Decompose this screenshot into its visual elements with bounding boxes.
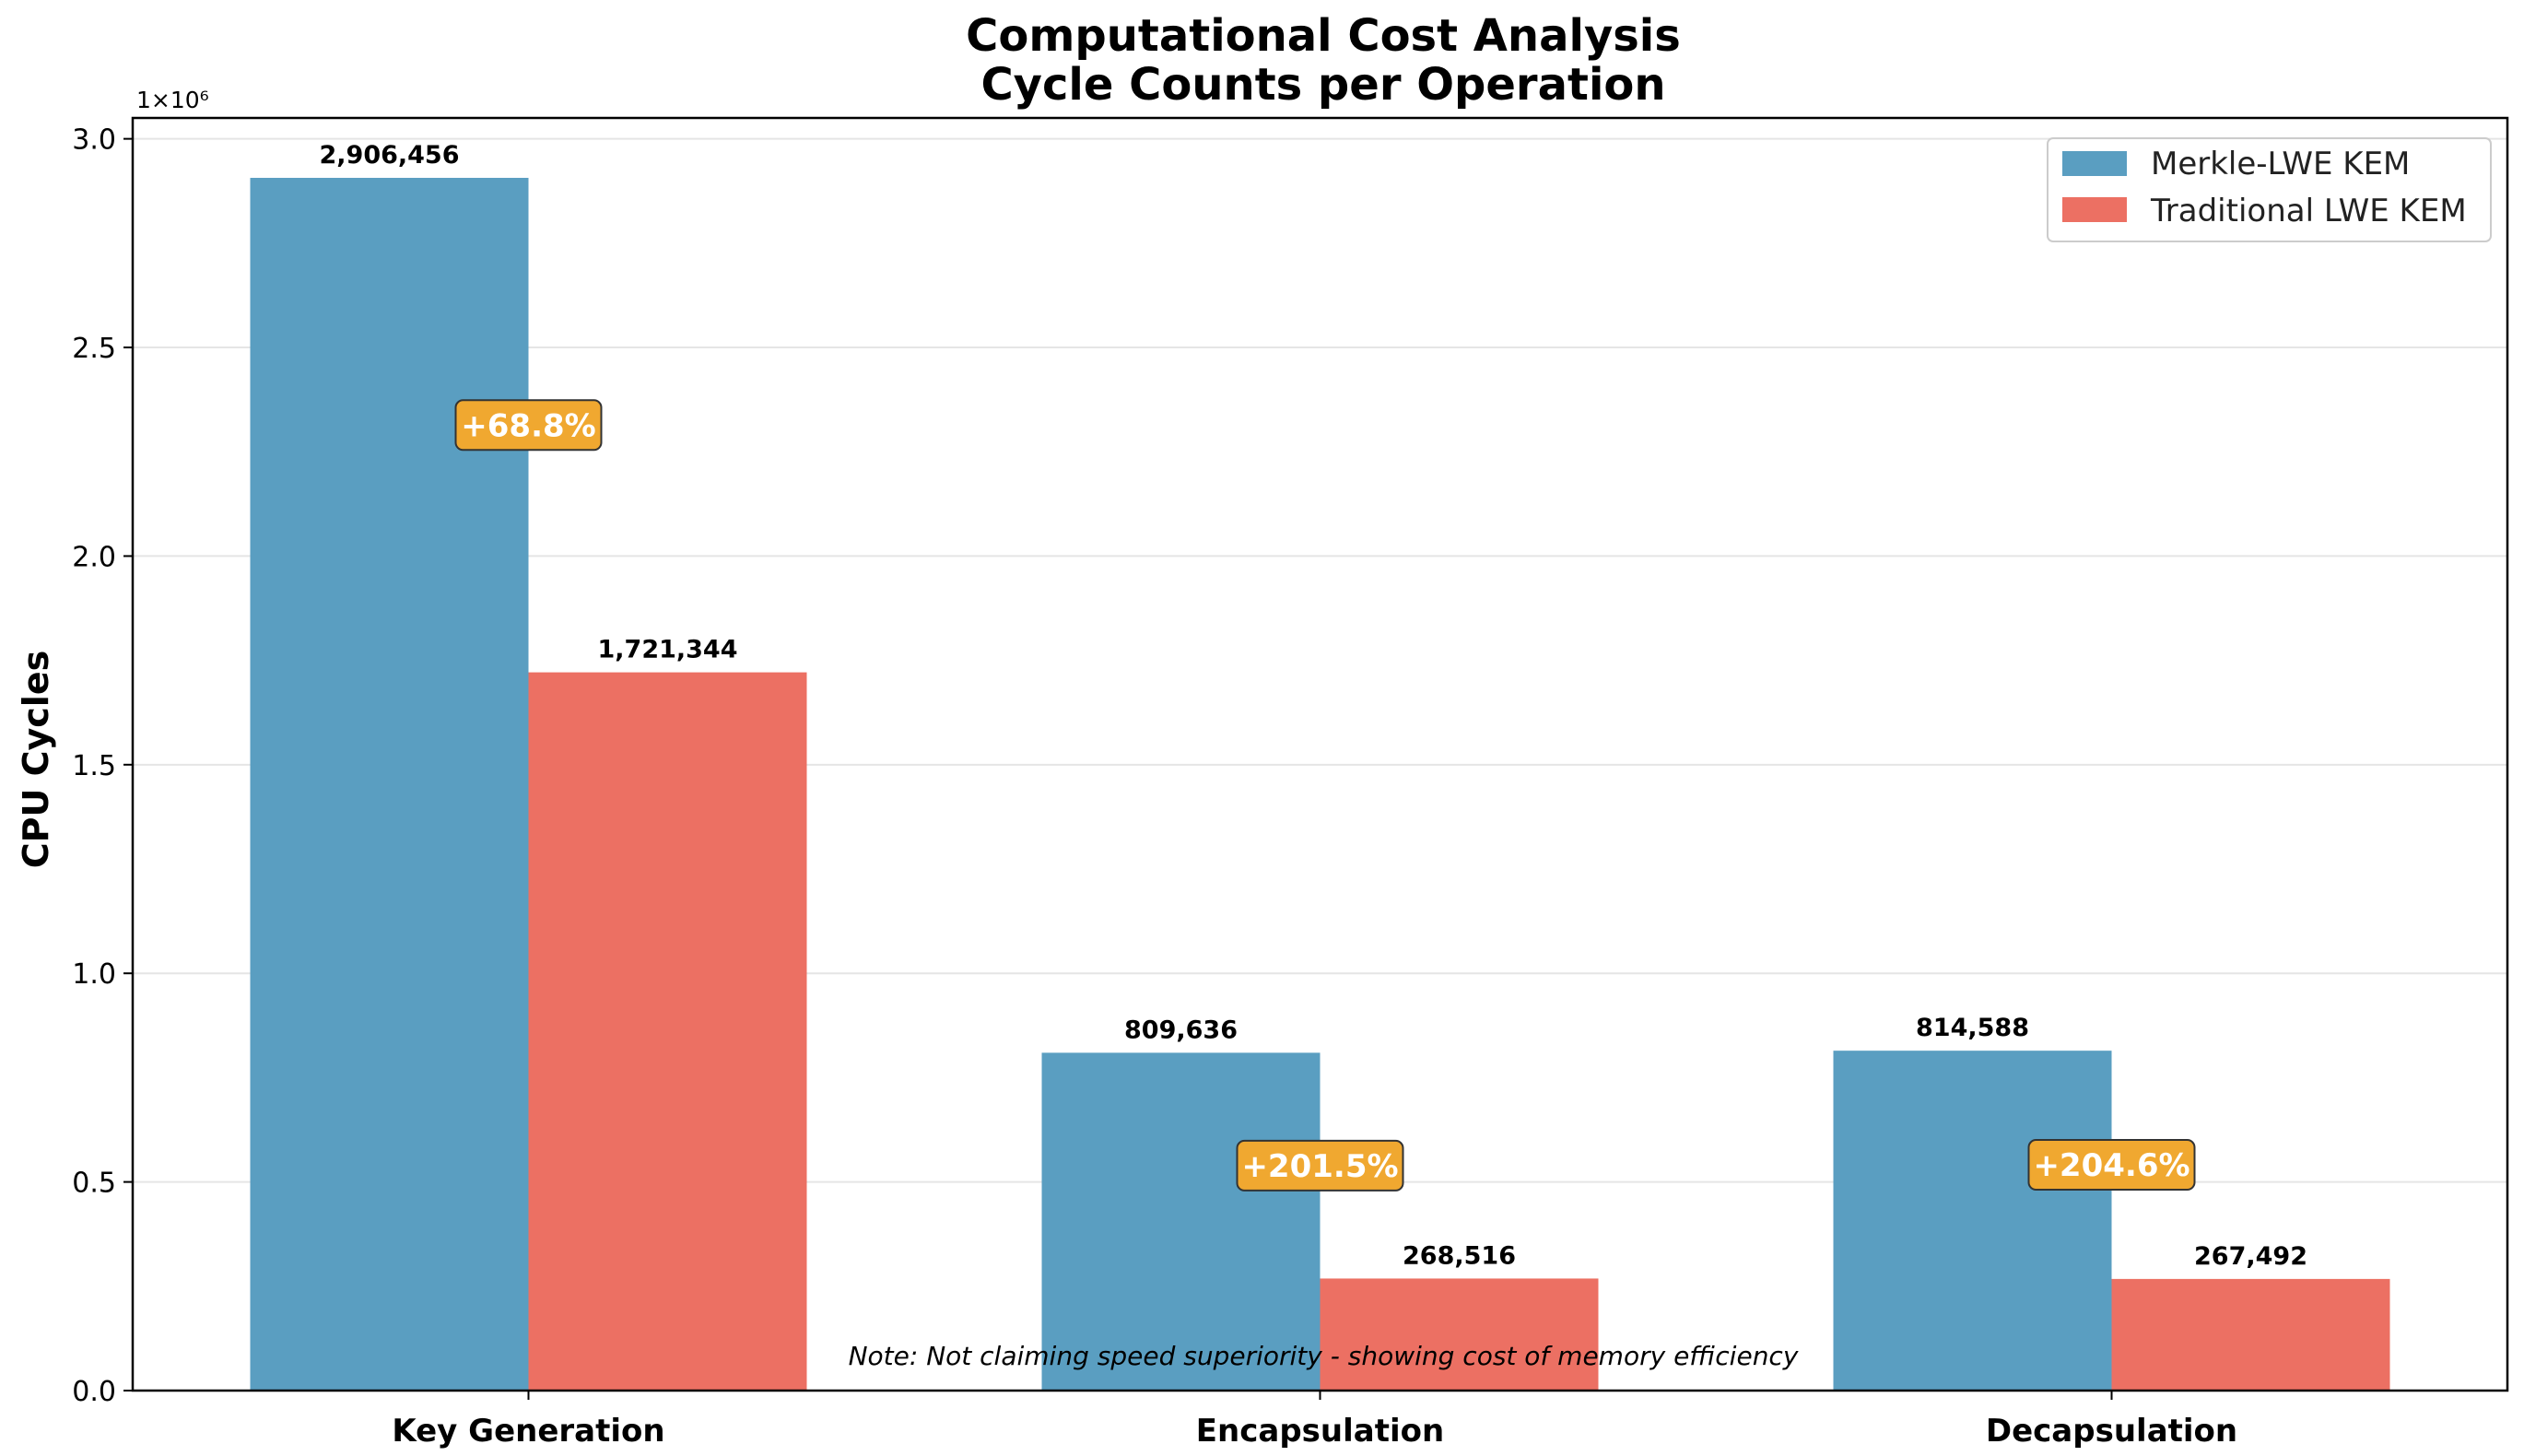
percent-annotations: +68.8% +201.5% +204.6% <box>454 399 2196 1192</box>
percent-label: +204.6% <box>2033 1147 2189 1184</box>
percent-badge <box>1236 1139 1404 1192</box>
x-tick-label: Encapsulation <box>1196 1413 1444 1450</box>
plot-frame <box>131 116 2509 1392</box>
bar-value-label: 267,492 <box>2194 1242 2307 1271</box>
legend: Merkle-LWE KEM Traditional LWE KEM <box>2047 137 2492 242</box>
bar-value-label: 1,721,344 <box>597 636 737 664</box>
y-tick-label: 1.0 <box>72 958 116 991</box>
bar-merkle <box>1833 1051 2112 1391</box>
percent-label: +201.5% <box>1241 1148 1398 1185</box>
x-tick-label: Decapsulation <box>1986 1413 2237 1450</box>
percent-badge <box>454 399 603 452</box>
bar-value-label: 2,906,456 <box>319 141 459 170</box>
bar-traditional <box>1320 1278 1599 1391</box>
y-tick-label: 0.5 <box>72 1168 116 1200</box>
bar-value-label: 809,636 <box>1124 1016 1238 1044</box>
legend-label-traditional: Traditional LWE KEM <box>2150 193 2467 229</box>
bar-traditional <box>528 672 807 1391</box>
y-tick-label: 2.0 <box>72 541 116 573</box>
percent-badge <box>2027 1139 2196 1192</box>
value-labels: 2,906,456 1,721,344 809,636 268,516 814,588 2… <box>319 141 2307 1271</box>
y-tick-label: 0.0 <box>72 1376 116 1408</box>
y-axis-multiplier: 1×10⁶ <box>136 87 209 113</box>
legend-swatch-merkle <box>2062 151 2127 176</box>
bar-value-label: 814,588 <box>1916 1014 2029 1042</box>
bar-traditional <box>2111 1278 2390 1391</box>
percent-label: +68.8% <box>461 407 595 444</box>
chart-title: Computational Cost Analysis <box>966 10 1681 62</box>
y-tick-label: 3.0 <box>72 124 116 157</box>
y-axis-label: CPU Cycles <box>16 651 56 868</box>
bar-value-label: 268,516 <box>1403 1241 1516 1270</box>
axes: 0.0 0.5 1.0 1.5 2.0 2.5 3.0 Key Generation Encap… <box>72 116 2509 1450</box>
y-tick-label: 2.5 <box>72 333 116 365</box>
note-annotation: Note: Not claiming speed superiority - s… <box>849 1341 1799 1371</box>
bars <box>250 177 2390 1391</box>
y-tick-label: 1.5 <box>72 750 116 782</box>
bar-merkle <box>1041 1052 1321 1391</box>
legend-swatch-traditional <box>2062 197 2127 222</box>
chart-subtitle: Cycle Counts per Operation <box>980 59 1665 111</box>
x-tick-label: Key Generation <box>392 1413 664 1450</box>
legend-frame <box>2047 137 2492 242</box>
legend-label-merkle: Merkle-LWE KEM <box>2151 146 2410 182</box>
bar-merkle <box>250 177 529 1391</box>
